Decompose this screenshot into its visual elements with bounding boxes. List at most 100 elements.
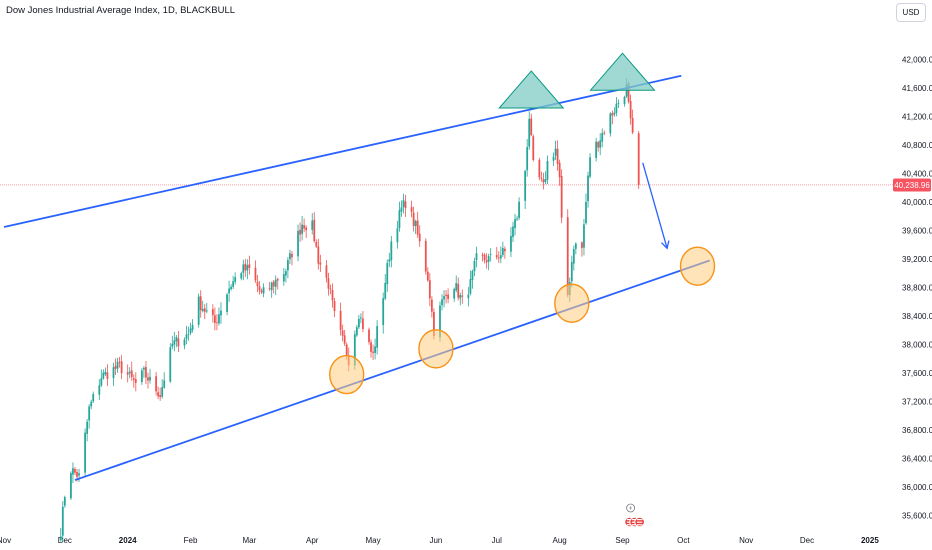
candle-body: [213, 315, 216, 324]
candle: [637, 130, 640, 189]
flag-stripe-icon: [636, 519, 643, 521]
candle-body: [453, 289, 456, 299]
x-axis: Nov Dec 2024 Feb Mar Apr May Jun Jul Aug Sep Oct Nov…: [0, 536, 879, 545]
candle-body: [410, 207, 413, 212]
candle: [228, 280, 230, 302]
support-circle[interactable]: [329, 354, 365, 395]
candle-body: [516, 218, 518, 220]
candle: [191, 319, 194, 333]
candle: [213, 307, 216, 331]
candle-body: [220, 310, 222, 316]
candle-body: [483, 254, 486, 261]
resistance-triangle[interactable]: [589, 52, 656, 91]
candle-body: [370, 342, 372, 352]
candle-body: [286, 260, 289, 271]
candle: [518, 197, 520, 221]
candle: [284, 268, 287, 283]
candle-body: [368, 329, 370, 343]
candle: [98, 379, 101, 401]
candle-body: [544, 179, 547, 182]
candle: [331, 283, 334, 308]
candle: [104, 367, 107, 377]
candle: [583, 219, 585, 256]
candle: [205, 303, 208, 314]
candle: [102, 369, 105, 380]
candle: [134, 372, 137, 392]
resistance-triangle[interactable]: [498, 70, 565, 109]
candle-body: [495, 255, 498, 258]
candle-body: [560, 175, 563, 218]
candle-body: [284, 271, 287, 276]
candle-body: [74, 469, 76, 473]
candle-body: [599, 140, 602, 148]
y-tick-label: 40,000.00: [902, 198, 932, 207]
candle-body: [390, 241, 393, 261]
candle-body: [481, 254, 484, 256]
candle-body: [396, 228, 399, 243]
x-tick-label: Jul: [492, 536, 502, 545]
candle: [599, 133, 602, 156]
events-markers[interactable]: [624, 503, 645, 528]
candle: [59, 527, 62, 542]
candle: [495, 247, 498, 260]
candle-body: [469, 279, 472, 294]
flag-stripe-icon: [626, 519, 633, 521]
candle: [481, 252, 484, 262]
candle-body: [230, 286, 233, 290]
candle: [63, 495, 66, 508]
candle: [514, 213, 516, 236]
candle-body: [589, 157, 591, 177]
support-circle[interactable]: [418, 329, 454, 369]
y-tick-label: 38,400.00: [902, 312, 932, 321]
candle: [199, 290, 202, 318]
candle-body: [499, 255, 502, 259]
candle-body: [554, 148, 557, 156]
candle-body: [189, 328, 192, 334]
candle: [400, 200, 403, 217]
candle-body: [291, 253, 293, 258]
candle: [360, 313, 362, 324]
candle-body: [424, 240, 427, 272]
candle-body: [86, 421, 89, 434]
candle: [390, 236, 393, 268]
candle-body: [384, 282, 387, 299]
candle-body: [374, 346, 376, 353]
candle: [268, 282, 271, 291]
candle: [414, 219, 417, 234]
forecast-arrow-head: [661, 240, 670, 250]
candle-body: [216, 322, 218, 324]
candle: [443, 290, 445, 308]
candle: [418, 225, 421, 247]
support-circle[interactable]: [679, 246, 716, 286]
candle-body: [325, 265, 328, 278]
candle-body: [443, 296, 445, 300]
flag-stripe-icon: [631, 519, 638, 521]
candle-body: [268, 288, 271, 289]
candle-body: [260, 290, 263, 293]
candle: [459, 292, 462, 306]
upper-trendline[interactable]: [3, 74, 682, 228]
candle: [566, 209, 569, 298]
candle: [445, 290, 447, 304]
flag-stripe-icon: [636, 524, 643, 526]
candle: [333, 297, 336, 317]
last-price-label: 40,238.96: [894, 181, 930, 190]
support-circle[interactable]: [554, 283, 590, 323]
candle-body: [439, 305, 441, 338]
candle: [441, 294, 443, 311]
y-tick-label: 40,800.00: [902, 141, 932, 150]
currency-selector[interactable]: USD: [896, 3, 926, 22]
candle-body: [319, 262, 322, 265]
candle: [453, 287, 456, 302]
candle: [246, 259, 249, 280]
x-tick-label: Feb: [184, 536, 198, 545]
candle: [86, 418, 89, 442]
candle-body: [72, 468, 74, 475]
forecast-arrow[interactable]: [642, 162, 668, 249]
candle: [132, 374, 135, 388]
lower-trendline[interactable]: [74, 259, 710, 481]
candle: [357, 314, 360, 330]
candle-body: [70, 473, 72, 499]
candle: [70, 471, 72, 500]
